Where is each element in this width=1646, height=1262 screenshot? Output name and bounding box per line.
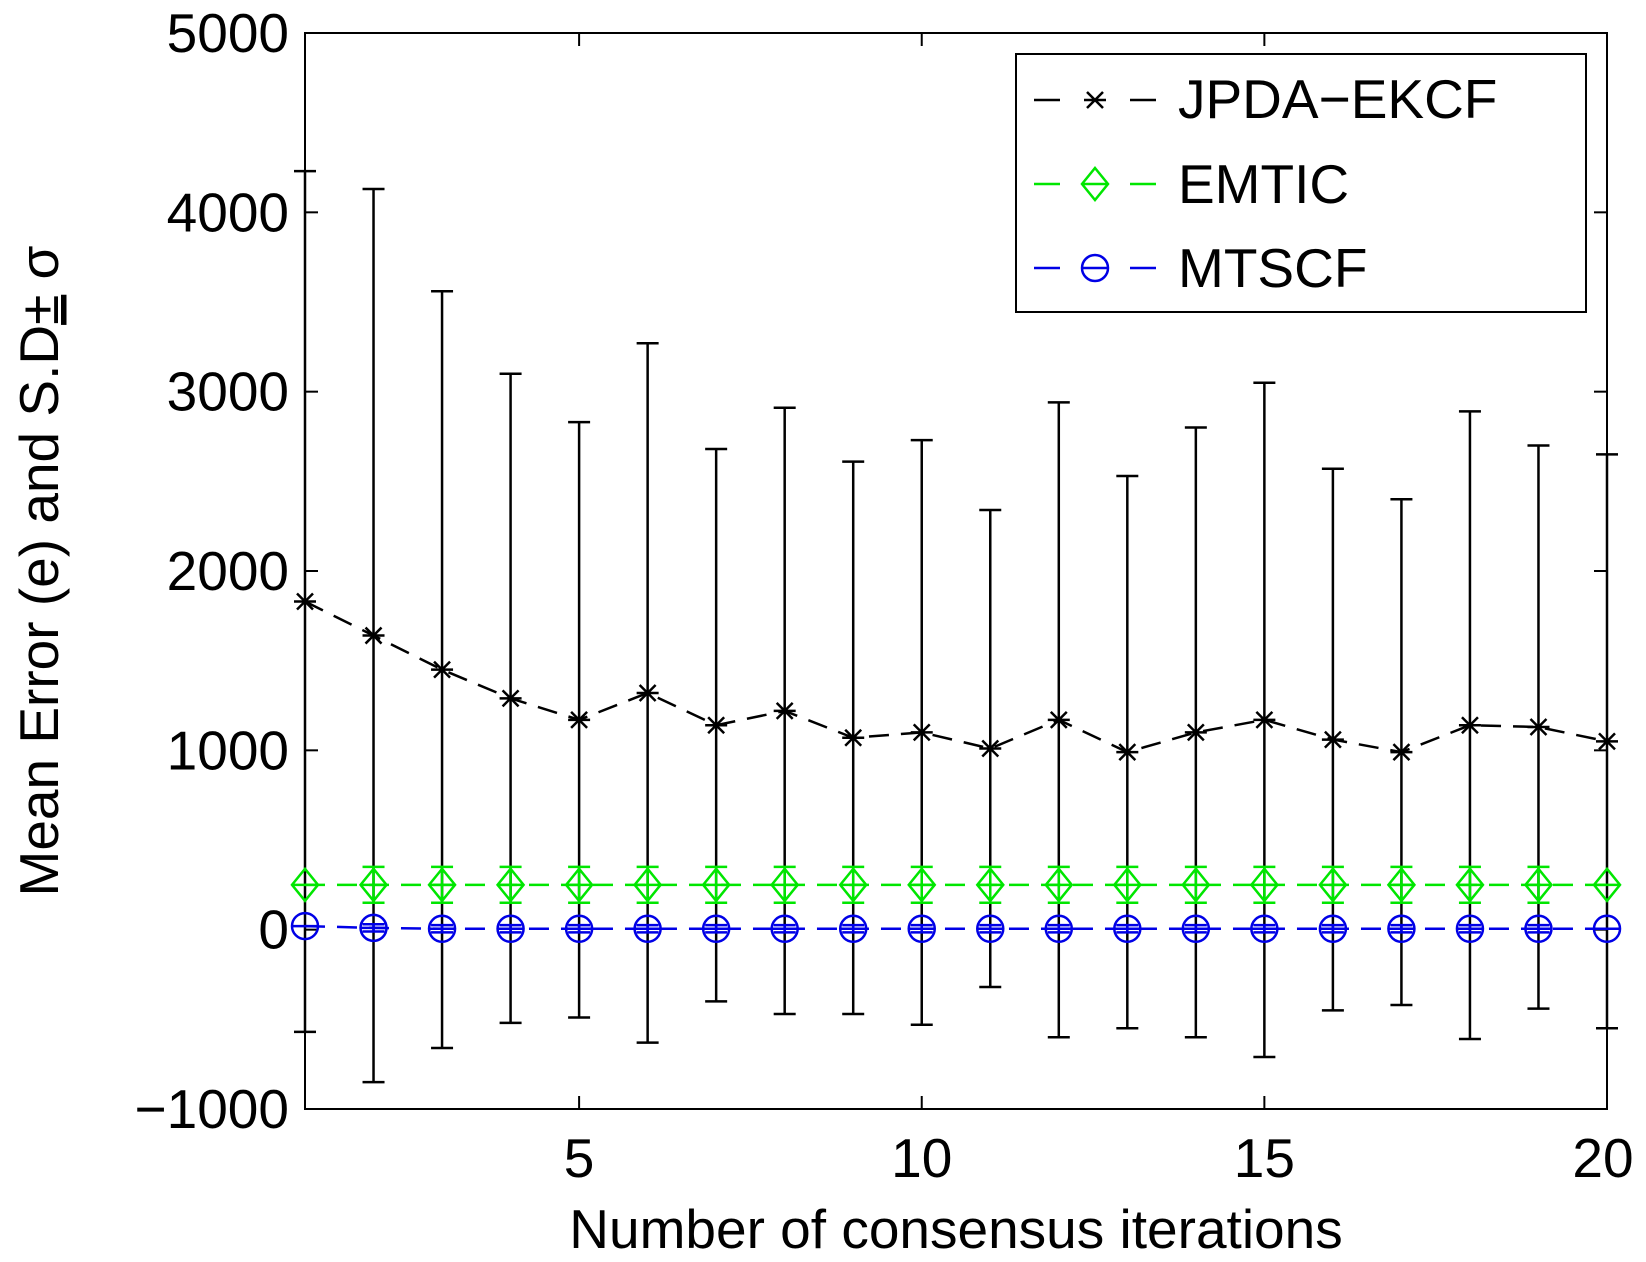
jpda-ekcf-point — [705, 716, 728, 735]
jpda-ekcf-point — [1458, 716, 1481, 735]
jpda-ekcf-point — [910, 723, 933, 742]
legend: JPDA−EKCF EMTIC MTSCF — [1015, 53, 1587, 313]
jpda-ekcf-point — [1184, 723, 1207, 742]
legend-label-mtscf: MTSCF — [1178, 237, 1367, 299]
jpda-ekcf-point — [979, 739, 1002, 758]
y-axis-label-pm: ± — [8, 295, 70, 325]
mtscf-point — [976, 914, 1005, 944]
emtic-point — [1592, 866, 1622, 903]
legend-marker-mtscf — [1080, 253, 1110, 283]
jpda-ekcf-line — [304, 600, 1608, 754]
y-tick-label: 4000 — [167, 181, 289, 243]
jpda-ekcf-point — [1253, 710, 1276, 729]
legend-label-jpda-ekcf: JPDA−EKCF — [1178, 68, 1497, 130]
mtscf-point — [633, 914, 662, 944]
mtscf-point — [359, 913, 388, 943]
jpda-ekcf-point — [773, 701, 796, 720]
emtic-point — [633, 866, 663, 903]
emtic-point — [1523, 866, 1554, 903]
emtic-point — [1386, 866, 1417, 903]
series-jpda-ekcf — [294, 169, 1618, 1084]
jpda-ekcf-point — [568, 710, 591, 729]
mtscf-point — [1113, 914, 1142, 944]
jpda-ekcf-point — [1390, 743, 1413, 762]
jpda-ekcf-point — [1596, 732, 1618, 751]
jpda-ekcf-point — [431, 660, 454, 679]
emtic-point — [1044, 866, 1074, 903]
x-tick-label: 10 — [891, 1127, 952, 1189]
mtscf-point — [701, 914, 731, 944]
mtscf-point — [1044, 914, 1074, 944]
mtscf-point — [496, 914, 525, 944]
emtic-point — [1181, 866, 1211, 903]
mtscf-point — [1524, 914, 1553, 944]
emtic-point — [1249, 866, 1279, 903]
y-axis-label-main: Mean Error (e) and S.D — [8, 325, 70, 897]
mtscf-point — [907, 914, 936, 944]
legend-samples — [1034, 91, 1156, 283]
y-tick-label: 2000 — [167, 540, 289, 602]
emtic-point — [427, 866, 457, 903]
emtic-point — [564, 866, 594, 903]
y-tick-label: 1000 — [167, 719, 289, 781]
x-axis-label: Number of consensus iterations — [569, 1198, 1342, 1260]
jpda-ekcf-point — [1116, 743, 1139, 762]
legend-marker-jpda-ekcf — [1084, 91, 1106, 109]
y-axis-label-space — [8, 279, 70, 294]
jpda-ekcf-point — [1321, 730, 1344, 749]
emtic-point — [907, 866, 937, 903]
emtic-point — [1455, 866, 1485, 903]
axis-ticks: −1000 0 1000 2000 3000 4000 5000 5 10 15 20 — [135, 2, 1634, 1189]
jpda-ekcf-point — [1047, 710, 1070, 729]
mtscf-point — [1387, 914, 1416, 944]
series-layer — [290, 169, 1622, 1084]
mtscf-point — [564, 914, 594, 944]
mtscf-point — [1318, 914, 1348, 944]
emtic-point — [358, 866, 389, 903]
mtscf-point — [770, 914, 799, 944]
emtic-point — [1112, 866, 1142, 903]
jpda-ekcf-point — [842, 728, 865, 747]
emtic-point — [975, 866, 1005, 903]
jpda-ekcf-point — [294, 592, 316, 611]
x-tick-label: 15 — [1234, 1127, 1295, 1189]
emtic-point — [290, 866, 320, 903]
x-tick-label: 20 — [1572, 1127, 1633, 1189]
legend-marker-emtic — [1080, 166, 1110, 202]
mtscf-point — [1250, 914, 1279, 944]
emtic-point — [1318, 866, 1348, 903]
emtic-point — [701, 866, 731, 903]
mtscf-point — [1592, 914, 1622, 944]
emtic-point — [495, 866, 526, 903]
jpda-ekcf-point — [636, 684, 659, 702]
y-tick-label: −1000 — [135, 1078, 289, 1140]
mtscf-point — [838, 914, 868, 944]
mtscf-point — [1181, 914, 1211, 944]
y-tick-label: 5000 — [167, 2, 289, 64]
x-tick-label: 5 — [564, 1127, 595, 1189]
mtscf-point — [290, 911, 320, 941]
y-axis-label-sigma: σ — [8, 245, 70, 279]
jpda-ekcf-point — [362, 626, 385, 645]
emtic-point — [770, 866, 800, 903]
y-tick-label: 0 — [258, 899, 289, 961]
y-axis-label: Mean Error (e) and S.D± σ — [8, 245, 70, 896]
y-tick-label: 3000 — [167, 361, 289, 423]
emtic-point — [838, 866, 868, 903]
mtscf-point — [1455, 914, 1485, 944]
jpda-ekcf-point — [1527, 718, 1550, 736]
legend-box — [1015, 53, 1587, 313]
jpda-ekcf-point — [499, 689, 522, 708]
mtscf-point — [427, 914, 457, 944]
series-emtic — [290, 865, 1622, 905]
mtscf-line — [304, 924, 1607, 931]
series-mtscf — [290, 911, 1622, 944]
legend-label-emtic: EMTIC — [1178, 153, 1349, 215]
